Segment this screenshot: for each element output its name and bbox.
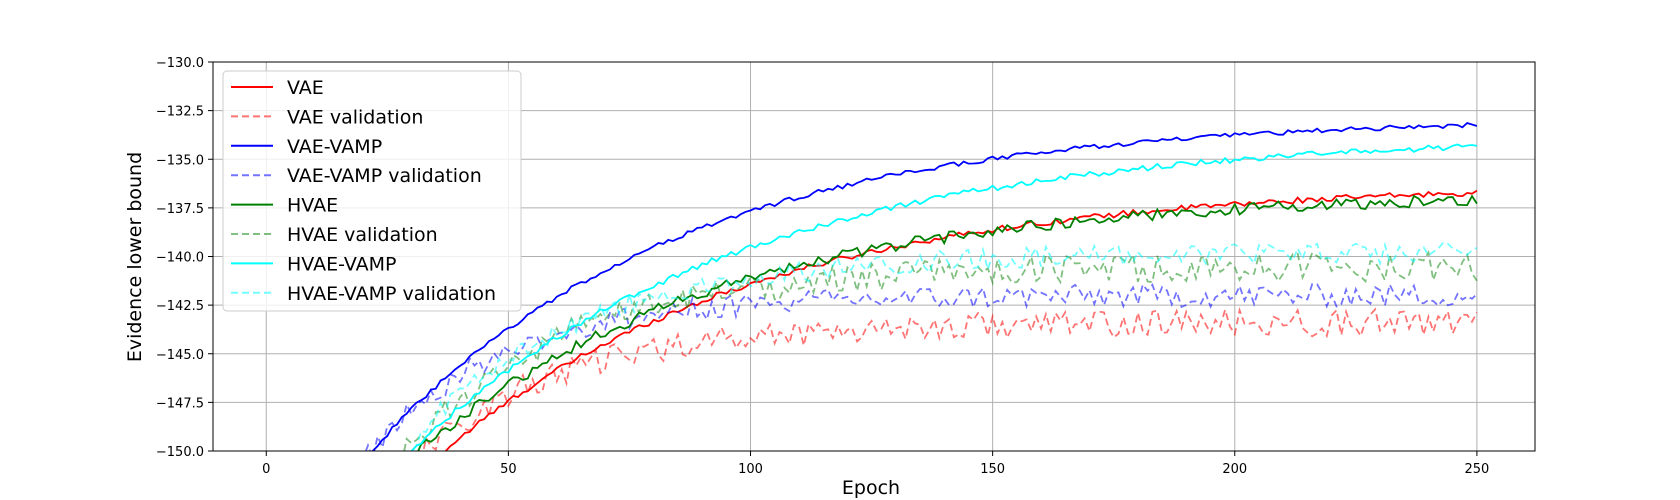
- legend-label: HVAE-VAMP validation: [287, 283, 496, 305]
- x-tick-label: 250: [1464, 462, 1489, 477]
- series-lines: [364, 121, 1478, 451]
- y-tick-label: −147.5: [156, 396, 204, 411]
- legend-label: HVAE validation: [287, 224, 438, 246]
- series-line-hvae-vamp: [410, 143, 1478, 451]
- legend-label: HVAE: [287, 195, 338, 217]
- y-axis-label: Evidence lower bound: [124, 152, 146, 362]
- x-tick-label: 50: [500, 462, 517, 477]
- x-tick-label: 200: [1222, 462, 1247, 477]
- x-axis-label: Epoch: [842, 477, 900, 499]
- x-tick-label: 100: [738, 462, 763, 477]
- y-tick-label: −150.0: [156, 445, 204, 460]
- series-line-vae-vamp: [371, 121, 1478, 451]
- series-line-vae-validation: [422, 306, 1478, 451]
- y-tick-label: −140.0: [156, 251, 204, 266]
- y-tick-label: −145.0: [156, 348, 204, 363]
- x-tick-label: 0: [262, 462, 270, 477]
- y-tick-label: −130.0: [156, 56, 204, 71]
- y-tick-label: −137.5: [156, 202, 204, 217]
- series-line-vae: [444, 189, 1478, 451]
- legend-label: VAE-VAMP validation: [287, 165, 482, 187]
- legend-frame: [222, 70, 522, 312]
- legend-label: VAE-VAMP: [287, 136, 382, 158]
- y-tick-label: −132.5: [156, 105, 204, 120]
- legend-label: VAE validation: [287, 106, 423, 128]
- y-tick-label: −142.5: [156, 299, 204, 314]
- y-tick-label: −135.0: [156, 153, 204, 168]
- axis-ticks: 0 50 100 150 200 250 −150.0 −147.5 −145.0 −142.5 −…: [156, 56, 1489, 477]
- legend-label: HVAE-VAMP: [287, 253, 396, 275]
- legend: VAE VAE validation VAE-VAMP VAE-VAMP valida…: [222, 70, 522, 312]
- series-line-hvae-vamp-validation: [410, 241, 1478, 451]
- x-tick-label: 150: [980, 462, 1005, 477]
- series-line-vae-vamp-validation: [364, 281, 1478, 451]
- legend-label: VAE: [287, 77, 324, 99]
- series-line-hvae: [417, 194, 1478, 451]
